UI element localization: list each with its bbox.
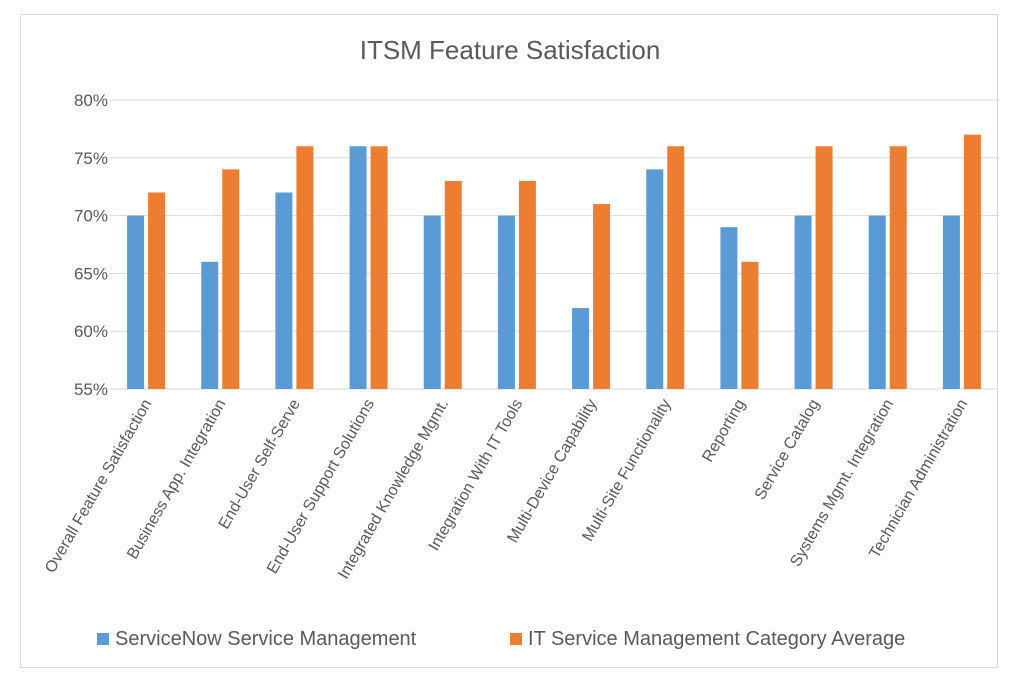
bars — [127, 134, 981, 389]
bar-category-average — [296, 146, 314, 389]
bar-servicenow — [794, 215, 812, 389]
bar-servicenow — [942, 215, 960, 389]
bar-category-average — [667, 146, 685, 389]
y-tick-label: 60% — [74, 322, 108, 341]
legend-label: IT Service Management Category Average — [528, 628, 905, 650]
y-tick-label: 80% — [74, 91, 108, 110]
legend-label: ServiceNow Service Management — [115, 628, 417, 650]
y-tick-label: 65% — [74, 264, 108, 283]
bar-servicenow — [275, 192, 293, 389]
x-category-label: End-User Self-Serve — [216, 396, 304, 532]
bar-servicenow — [497, 215, 515, 389]
legend-swatch — [510, 633, 522, 645]
y-tick-label: 55% — [74, 380, 108, 399]
bar-servicenow — [349, 146, 367, 389]
y-tick-label: 75% — [74, 149, 108, 168]
bar-servicenow — [868, 215, 886, 389]
bar-category-average — [222, 169, 240, 389]
bar-category-average — [518, 180, 536, 389]
gridlines — [109, 99, 999, 390]
bar-category-average — [148, 192, 166, 389]
bar-category-average — [815, 146, 833, 389]
bar-category-average — [889, 146, 907, 389]
bar-servicenow — [572, 308, 590, 389]
x-category-label: Reporting — [699, 397, 748, 466]
bar-servicenow — [423, 215, 441, 389]
legend: ServiceNow Service Management IT Service … — [97, 628, 905, 650]
y-tick-label: 70% — [74, 207, 108, 226]
legend-swatch — [97, 633, 109, 645]
bar-category-average — [444, 180, 462, 389]
bar-category-average — [593, 204, 611, 389]
x-category-label: Multi-Site Functionality — [580, 397, 675, 545]
chart-frame: ITSM Feature Satisfaction 55% 60% 65% 70% 75… — [20, 14, 999, 668]
bar-category-average — [741, 261, 759, 389]
bar-category-average — [370, 146, 388, 389]
chart-svg: ITSM Feature Satisfaction 55% 60% 65% 70% 75… — [42, 35, 999, 650]
bar-servicenow — [646, 169, 664, 389]
x-category-label: Service Catalog — [752, 397, 823, 503]
chart-title: ITSM Feature Satisfaction — [360, 35, 661, 65]
bar-category-average — [963, 134, 981, 389]
bar-servicenow — [127, 215, 145, 389]
y-axis-ticks: 55% 60% 65% 70% 75% 80% — [74, 91, 108, 399]
bar-servicenow — [720, 227, 738, 389]
bar-servicenow — [201, 261, 219, 389]
